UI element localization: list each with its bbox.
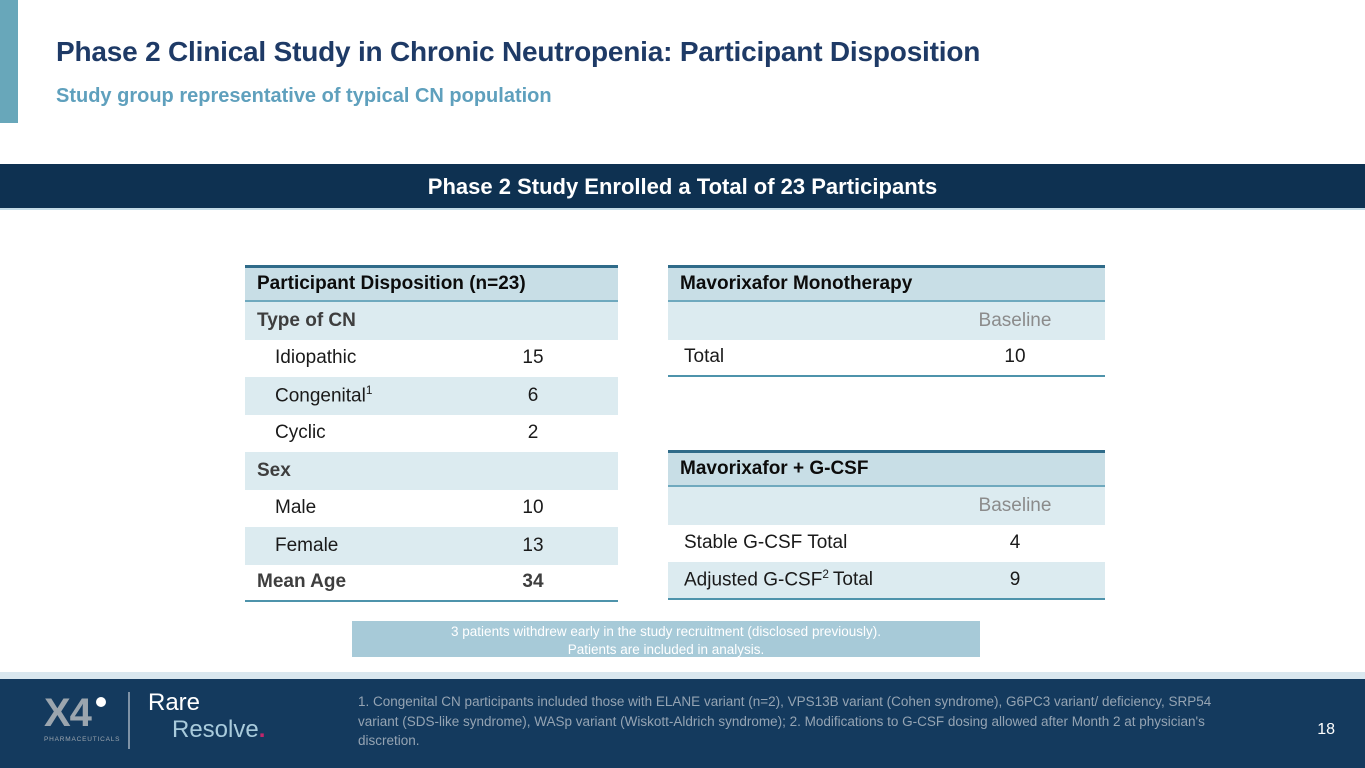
row-label: Cyclic (275, 422, 326, 444)
row-label: Male (275, 497, 317, 519)
withdrawal-note-line1: 3 patients withdrew early in the study r… (451, 624, 881, 639)
x4-pharmaceuticals-logo: X4 PHARMACEUTICALS (44, 693, 124, 743)
column-label-row: Baseline (668, 302, 1105, 340)
accent-bar (0, 0, 18, 123)
row-value: 6 (527, 384, 539, 406)
mavorixafor-monotherapy-table: Mavorixafor Monotherapy Baseline Total 1… (668, 265, 1105, 377)
rare-resolve-dot: . (258, 716, 266, 743)
x4-logo-text: X4 (44, 691, 92, 735)
rare-resolve-line1: Rare (148, 689, 201, 716)
row-label: Type of CN (257, 309, 356, 331)
table-row: Sex (245, 452, 618, 490)
footnote-marker: 1 (365, 384, 373, 398)
table-header: Participant Disposition (n=23) (257, 273, 526, 294)
x4-logo-subtext: PHARMACEUTICALS (44, 736, 121, 743)
page-title: Phase 2 Clinical Study in Chronic Neutro… (56, 36, 981, 67)
column-label-row: Baseline (668, 487, 1105, 525)
row-value: 4 (1009, 532, 1021, 554)
footer: X4 PHARMACEUTICALS Rare Resolve. 1. Cong… (0, 679, 1365, 768)
table-row: Female 13 (245, 527, 618, 565)
table-row: Congenital1 6 (245, 377, 618, 415)
table-row: Idiopathic 15 (245, 340, 618, 378)
column-label: Baseline (978, 309, 1052, 331)
withdrawal-note-line2: Patients are included in analysis. (567, 641, 765, 657)
table-header-row: Mavorixafor + G-CSF (668, 450, 1105, 487)
table-header: Mavorixafor Monotherapy (680, 273, 913, 294)
row-value: 2 (527, 422, 539, 444)
row-label: Adjusted G-CSF2 Total (684, 568, 874, 591)
row-label: Total (684, 346, 725, 368)
row-label: Stable G-CSF Total (684, 532, 848, 554)
row-label: Congenital1 (275, 384, 373, 407)
table-row: Male 10 (245, 490, 618, 528)
row-value: 13 (522, 534, 544, 556)
table-row: Cyclic 2 (245, 415, 618, 453)
footer-divider-strip (0, 672, 1365, 679)
row-label: Idiopathic (275, 347, 357, 369)
row-value: 15 (522, 347, 544, 369)
page-number: 18 (1317, 721, 1335, 738)
rare-resolve-logo: Rare Resolve. (148, 689, 265, 743)
row-value: 10 (1004, 346, 1026, 368)
table-row: Total 10 (668, 340, 1105, 377)
rare-resolve-line2: Resolve. (172, 716, 266, 743)
table-row: Mean Age 34 (245, 565, 618, 602)
table-header: Mavorixafor + G-CSF (680, 458, 869, 479)
mavorixafor-gcsf-table: Mavorixafor + G-CSF Baseline Stable G-CS… (668, 450, 1105, 600)
footnote-marker: 2 (822, 568, 829, 582)
row-label: Mean Age (257, 571, 347, 593)
page-subtitle: Study group representative of typical CN… (56, 85, 552, 107)
row-value: 34 (522, 571, 544, 593)
table-header-row: Participant Disposition (n=23) (245, 265, 618, 302)
table-row: Adjusted G-CSF2 Total 9 (668, 562, 1105, 600)
row-label: Female (275, 534, 339, 556)
row-label: Sex (257, 459, 291, 481)
row-value: 9 (1009, 568, 1021, 590)
enrollment-banner: Phase 2 Study Enrolled a Total of 23 Par… (0, 164, 1365, 210)
table-header-row: Mavorixafor Monotherapy (668, 265, 1105, 302)
footnote-text: 1. Congenital CN participants included t… (358, 694, 1212, 748)
x4-logo-dot (96, 697, 106, 707)
participant-disposition-table: Participant Disposition (n=23) Type of C… (245, 265, 618, 602)
row-value: 10 (522, 497, 544, 519)
table-row: Type of CN (245, 302, 618, 340)
logo-divider-line (128, 692, 130, 749)
column-label: Baseline (978, 494, 1052, 516)
withdrawal-note: 3 patients withdrew early in the study r… (352, 621, 980, 657)
table-row: Stable G-CSF Total 4 (668, 525, 1105, 563)
